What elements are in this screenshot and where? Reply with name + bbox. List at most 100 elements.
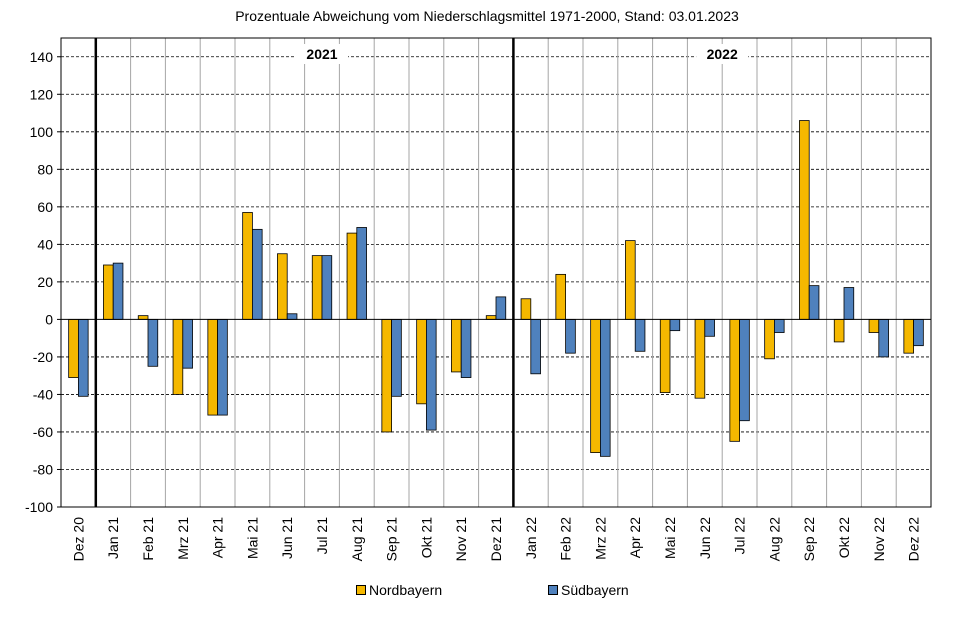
bar-nordbayern — [694, 318, 706, 399]
legend-suedbayern: Südbayern — [548, 582, 629, 598]
bar-suedbayern — [669, 318, 681, 332]
bar-nordbayern — [903, 318, 915, 354]
x-tick-label: Aug 22 — [766, 517, 782, 562]
bar-nordbayern — [451, 318, 462, 373]
bar-nordbayern — [868, 318, 880, 333]
chart-title: Prozentuale Abweichung vom Niederschlags… — [235, 8, 739, 24]
x-tick-label: Dez 21 — [488, 517, 504, 562]
x-tick-label: Jul 22 — [732, 517, 748, 555]
x-tick-label: Jan 22 — [523, 517, 539, 559]
bar-suedbayern — [425, 318, 437, 431]
bars-layer — [68, 120, 924, 457]
x-tick-label: Feb 21 — [140, 517, 156, 561]
y-tick-label: 100 — [30, 124, 54, 140]
y-tick-label: 80 — [37, 161, 53, 177]
axis-layer: -100 -80 -60 -40 -20 0 20 40 60 80 100 120 140 2021 20… — [25, 37, 932, 562]
bar-nordbayern — [277, 253, 288, 320]
x-tick-label: Mai 22 — [662, 517, 678, 559]
bar-suedbayern — [286, 313, 298, 320]
bar-nordbayern — [625, 240, 636, 320]
bar-suedbayern — [704, 318, 715, 337]
bar-suedbayern — [565, 318, 576, 354]
bar-suedbayern — [878, 318, 889, 358]
bar-nordbayern — [137, 315, 149, 320]
x-tick-label: Dez 20 — [70, 517, 86, 562]
bar-suedbayern — [530, 318, 541, 375]
bar-nordbayern — [103, 264, 114, 320]
bar-suedbayern — [495, 296, 507, 320]
bar-nordbayern — [799, 120, 810, 320]
x-tick-label: Mrz 22 — [592, 517, 608, 560]
bar-suedbayern — [843, 287, 855, 320]
y-tick-label: 120 — [30, 86, 54, 102]
plot-frame — [60, 37, 932, 508]
bar-nordbayern — [416, 318, 427, 405]
bar-suedbayern — [78, 318, 89, 397]
y-tick-label: 140 — [30, 49, 54, 65]
bar-nordbayern — [764, 318, 775, 360]
x-tick-label: Aug 21 — [349, 517, 365, 562]
y-tick-label: 20 — [37, 274, 53, 290]
bar-nordbayern — [381, 318, 392, 433]
year-label-bg — [696, 44, 749, 64]
bar-suedbayern — [739, 318, 750, 422]
x-tick-label: Feb 22 — [558, 517, 574, 561]
bar-nordbayern — [520, 298, 532, 320]
bar-nordbayern — [311, 255, 323, 320]
bar-suedbayern — [251, 228, 263, 320]
x-tick-label: Nov 21 — [453, 517, 469, 562]
bar-nordbayern — [68, 318, 79, 378]
y-tick-label: 40 — [37, 236, 53, 252]
bar-suedbayern — [321, 255, 333, 320]
x-tick-label: Mrz 21 — [175, 517, 191, 560]
bar-suedbayern — [600, 318, 611, 457]
x-tick-label: Okt 21 — [418, 517, 434, 558]
bar-suedbayern — [913, 318, 924, 347]
x-tick-label: Okt 22 — [836, 517, 852, 558]
bar-suedbayern — [808, 285, 820, 320]
bar-nordbayern — [590, 318, 601, 453]
legend-nordbayern: Nordbayern — [356, 582, 442, 598]
bar-nordbayern — [729, 318, 741, 442]
x-tick-label: Nov 22 — [871, 517, 887, 562]
y-tick-label: 60 — [37, 199, 53, 215]
bar-nordbayern — [207, 318, 219, 416]
bar-suedbayern — [217, 318, 228, 416]
bar-suedbayern — [391, 318, 402, 397]
x-tick-label: Jun 21 — [279, 517, 295, 559]
bar-suedbayern — [774, 318, 785, 333]
bar-suedbayern — [147, 318, 159, 367]
x-tick-label: Jan 21 — [105, 517, 121, 559]
y-tick-label: -20 — [33, 349, 53, 365]
bar-suedbayern — [112, 262, 124, 320]
year-label: 2022 — [707, 46, 738, 62]
x-tick-label: Sep 22 — [801, 517, 817, 562]
bar-nordbayern — [833, 318, 845, 343]
bar-nordbayern — [242, 212, 253, 320]
bar-suedbayern — [182, 318, 193, 369]
legend-label-nordbayern: Nordbayern — [369, 582, 443, 598]
x-tick-label: Apr 21 — [210, 517, 226, 558]
x-tick-label: Sep 21 — [384, 517, 400, 562]
x-tick-label: Jun 22 — [697, 517, 713, 559]
bar-suedbayern — [634, 318, 646, 352]
legend-label-suedbayern: Südbayern — [561, 582, 629, 598]
legend-swatch-nordbayern — [356, 585, 366, 595]
x-tick-label: Mai 21 — [244, 517, 260, 559]
x-tick-label: Dez 22 — [906, 517, 922, 562]
year-label: 2021 — [306, 46, 337, 62]
bar-suedbayern — [460, 318, 472, 378]
legend-swatch-suedbayern — [548, 585, 558, 595]
x-tick-label: Apr 22 — [627, 517, 643, 558]
bar-nordbayern — [172, 318, 184, 395]
bar-nordbayern — [485, 315, 497, 320]
y-tick-label: 0 — [45, 311, 53, 327]
y-tick-label: -60 — [33, 424, 53, 440]
bar-nordbayern — [555, 273, 567, 320]
y-tick-label: -80 — [33, 461, 53, 477]
bar-suedbayern — [356, 227, 367, 320]
y-tick-label: -100 — [25, 499, 53, 515]
x-tick-label: Jul 21 — [314, 517, 330, 555]
bar-nordbayern — [346, 232, 358, 320]
